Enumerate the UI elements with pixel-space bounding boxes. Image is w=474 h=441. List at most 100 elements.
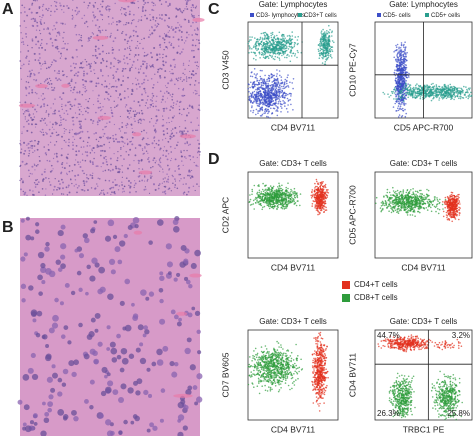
event-dot (439, 86, 441, 88)
nucleus (143, 72, 145, 74)
nucleus (162, 191, 163, 192)
nucleus (199, 151, 201, 153)
nucleus (21, 148, 22, 149)
nucleus (164, 186, 166, 188)
nucleus (30, 73, 32, 75)
nucleus (58, 134, 60, 136)
nucleus (192, 22, 194, 24)
nucleus (78, 72, 79, 73)
event-dot (433, 92, 435, 94)
event-dot (261, 33, 263, 35)
nucleus (19, 60, 21, 62)
nucleus (31, 91, 33, 93)
nucleus (158, 188, 160, 190)
nucleus (164, 20, 166, 22)
nucleus (110, 348, 117, 355)
event-dot (283, 86, 285, 88)
event-dot (248, 52, 250, 54)
nucleus (35, 179, 37, 181)
nucleus (188, 77, 190, 79)
nucleus (120, 84, 122, 86)
y-axis-label: CD3 V450 (220, 50, 230, 89)
nucleus (76, 7, 78, 9)
nucleus (28, 60, 30, 62)
event-dot (401, 102, 403, 104)
nucleus (52, 127, 53, 128)
nucleus (144, 90, 145, 91)
nucleus (170, 146, 172, 148)
event-dot (403, 97, 405, 99)
nucleus (162, 183, 163, 184)
nucleus (127, 143, 129, 145)
event-dot (260, 76, 262, 78)
event-dot (323, 35, 325, 37)
nucleus (147, 2, 149, 4)
nucleus (66, 110, 68, 112)
nucleus (56, 141, 57, 142)
nucleus (100, 103, 101, 104)
nucleus (149, 30, 150, 31)
event-dot (408, 87, 410, 89)
event-dot (400, 57, 402, 59)
nucleus (111, 269, 116, 274)
nucleus (181, 114, 182, 115)
event-dot (284, 57, 286, 59)
nucleus (30, 420, 34, 424)
nucleus (116, 86, 117, 87)
nucleus (161, 3, 162, 4)
event-dot (448, 93, 450, 95)
nucleus (171, 28, 172, 29)
nucleus (145, 105, 146, 106)
event-dot (248, 83, 250, 85)
event-dot (270, 43, 272, 45)
event-dot (275, 105, 277, 107)
nucleus (183, 108, 185, 110)
nucleus (62, 181, 64, 183)
event-dot (297, 44, 299, 46)
event-dot (268, 94, 270, 96)
event-dot (254, 53, 256, 55)
nucleus (36, 30, 37, 31)
event-dot (457, 88, 459, 90)
nucleus (95, 62, 97, 64)
event-dot (280, 88, 282, 90)
nucleus (112, 74, 114, 76)
event-dot (249, 48, 251, 50)
nucleus (167, 36, 169, 38)
event-dot (252, 84, 254, 86)
nucleus (46, 133, 48, 135)
nucleus (61, 9, 62, 10)
nucleus (37, 311, 43, 317)
nucleus (51, 87, 52, 88)
nucleus (18, 400, 23, 405)
nucleus (105, 81, 106, 82)
nucleus (179, 109, 180, 110)
nucleus (64, 113, 65, 114)
nucleus (107, 98, 109, 100)
nucleus (97, 289, 103, 295)
event-dot (276, 73, 278, 75)
nucleus (55, 77, 57, 79)
nucleus (82, 61, 83, 62)
nucleus (151, 118, 152, 119)
nucleus (160, 167, 161, 168)
nucleus (141, 83, 143, 85)
nucleus (161, 101, 162, 102)
event-dot (265, 91, 267, 93)
nucleus (105, 236, 111, 242)
nucleus (67, 113, 69, 115)
nucleus (41, 106, 42, 107)
nucleus (183, 184, 184, 185)
nucleus (120, 137, 121, 138)
event-dot (450, 87, 452, 89)
nucleus (71, 410, 77, 416)
event-dot (262, 82, 264, 84)
nucleus (59, 34, 60, 35)
event-dot (257, 105, 259, 107)
nucleus (73, 63, 75, 65)
nucleus (171, 78, 172, 79)
event-dot (465, 86, 467, 88)
event-dot (283, 54, 285, 56)
nucleus (42, 64, 43, 65)
nucleus (67, 154, 68, 155)
